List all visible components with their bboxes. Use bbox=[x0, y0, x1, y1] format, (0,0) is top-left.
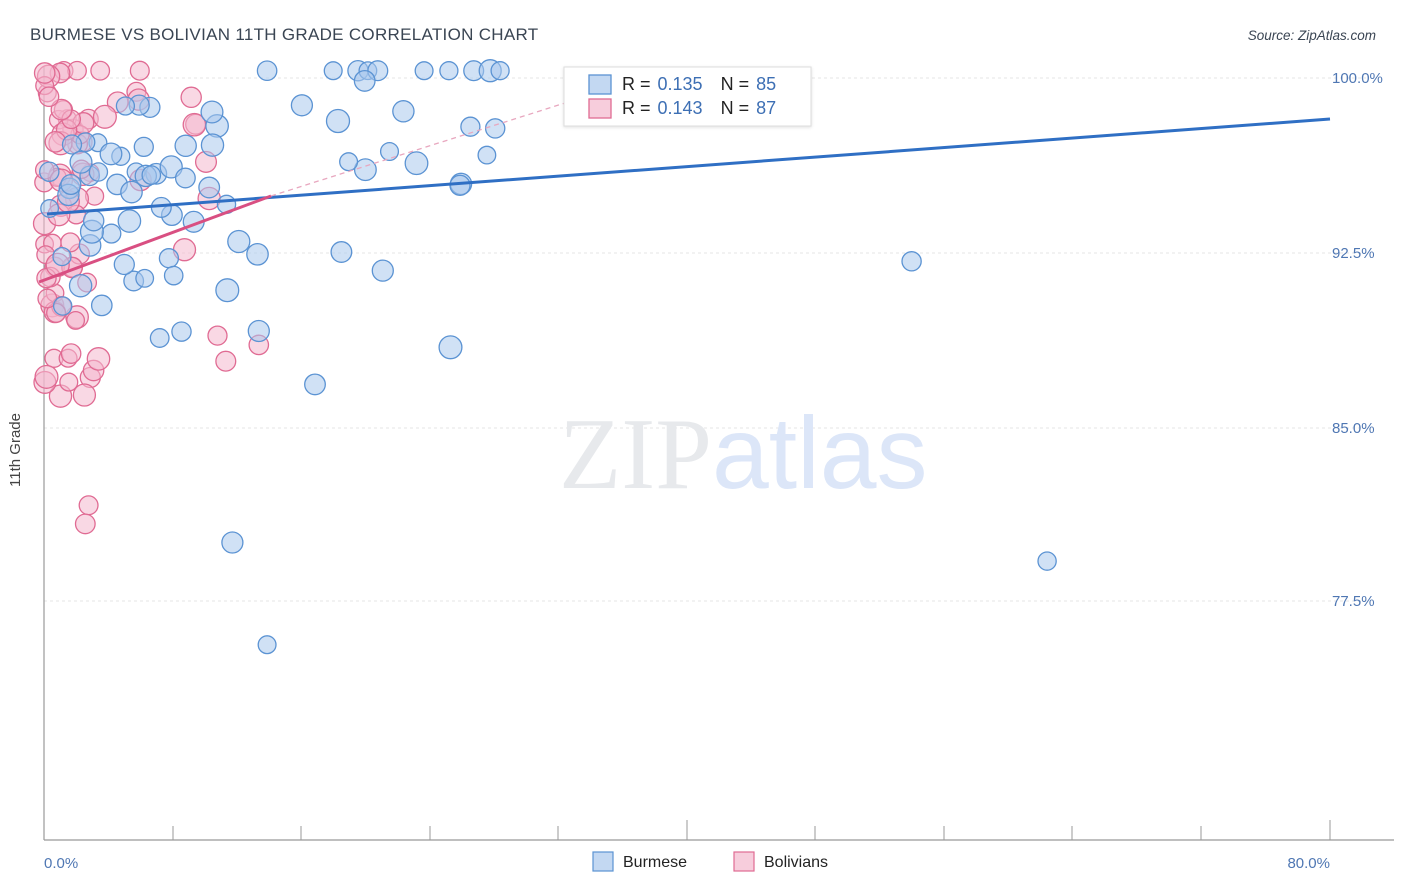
svg-text:85.0%: 85.0% bbox=[1332, 420, 1375, 437]
svg-text:11th Grade: 11th Grade bbox=[7, 413, 24, 487]
svg-text:77.5%: 77.5% bbox=[1332, 593, 1375, 610]
svg-text:80.0%: 80.0% bbox=[1287, 855, 1330, 872]
svg-text:Burmese: Burmese bbox=[623, 854, 687, 871]
svg-text:92.5%: 92.5% bbox=[1332, 245, 1375, 262]
svg-text:100.0%: 100.0% bbox=[1332, 70, 1383, 87]
svg-text:0.0%: 0.0% bbox=[44, 855, 78, 872]
svg-text:ZIPatlas: ZIPatlas bbox=[559, 396, 927, 511]
svg-text:Bolivians: Bolivians bbox=[764, 854, 828, 871]
